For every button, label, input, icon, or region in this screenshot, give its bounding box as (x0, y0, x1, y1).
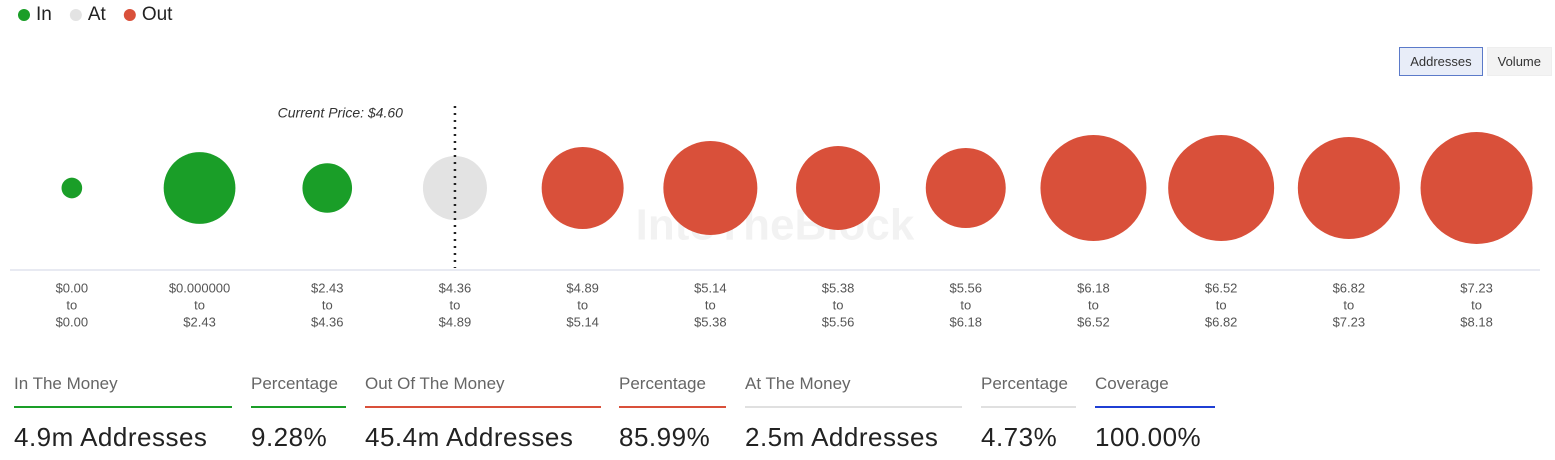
bubble (1420, 132, 1533, 244)
bubble (163, 152, 236, 224)
summary-item: Percentage 9.28% (251, 374, 346, 453)
toggle-button[interactable]: Volume (1486, 47, 1552, 76)
summary-underline (1095, 406, 1215, 408)
x-tick-label: $8.18 (1460, 314, 1493, 329)
toggle: Addresses Volume (1399, 47, 1552, 76)
summary-label: Coverage (1095, 374, 1169, 393)
x-tick-label: $4.36 (311, 314, 344, 329)
summary-label: Percentage (619, 374, 706, 393)
x-tick-label: $0.00 (56, 280, 89, 295)
x-tick-label: to (66, 297, 77, 312)
x-tick-label: $5.14 (694, 280, 727, 295)
x-tick-label: $4.36 (439, 280, 472, 295)
summary-underline (365, 406, 601, 408)
summary-value: 9.28% (251, 422, 328, 452)
x-tick-label: to (194, 297, 205, 312)
x-tick-label: to (322, 297, 333, 312)
x-tick-label: $6.52 (1205, 280, 1238, 295)
summary-label: Percentage (251, 374, 338, 393)
summary-underline (619, 406, 726, 408)
bubble (1297, 136, 1400, 240)
summary-underline (251, 406, 346, 408)
bubble (541, 147, 624, 229)
x-tick-label: $6.82 (1205, 314, 1238, 329)
bubble (925, 148, 1006, 228)
x-tick-label: to (705, 297, 716, 312)
x-tick-label: to (1088, 297, 1099, 312)
x-tick-label: $0.000000 (169, 280, 230, 295)
summary-item: At The Money 2.5m Addresses (745, 374, 962, 453)
summary-value: 100.00% (1095, 422, 1202, 452)
x-tick-label: to (833, 297, 844, 312)
legend-label: In (36, 4, 52, 25)
x-tick-label: $7.23 (1333, 314, 1366, 329)
summary-label: In The Money (14, 374, 118, 393)
x-tick-label: $4.89 (439, 314, 472, 329)
summary-underline (14, 406, 232, 408)
summary-value: 2.5m Addresses (745, 422, 939, 452)
summary-item: Coverage 100.00% (1095, 374, 1215, 453)
x-tick-label: $5.56 (822, 314, 855, 329)
summary-value: 85.99% (619, 422, 711, 452)
x-tick-label: $6.18 (949, 314, 982, 329)
x-tick-label: to (960, 297, 971, 312)
summary-label: Percentage (981, 374, 1068, 393)
legend-label: At (88, 4, 107, 25)
x-tick-label: to (1471, 297, 1482, 312)
x-tick-label: $4.89 (566, 280, 599, 295)
x-tick-label: $6.18 (1077, 280, 1110, 295)
x-tick-label: $6.52 (1077, 314, 1110, 329)
summary-label: At The Money (745, 374, 851, 393)
bubble (302, 163, 353, 213)
summary-underline (981, 406, 1076, 408)
summary-underline (745, 406, 962, 408)
x-tick-label: $2.43 (183, 314, 216, 329)
x-tick-label: $5.38 (694, 314, 727, 329)
summary-value: 4.9m Addresses (14, 422, 208, 452)
toggle-button[interactable]: Addresses (1399, 47, 1483, 76)
x-tick-label: to (577, 297, 588, 312)
x-tick-label: $5.14 (566, 314, 599, 329)
bubble (422, 155, 487, 221)
x-tick-label: to (1343, 297, 1354, 312)
bubble (61, 177, 83, 199)
x-tick-label: $5.56 (949, 280, 982, 295)
summary-value: 45.4m Addresses (365, 422, 574, 452)
x-tick-label: $2.43 (311, 280, 344, 295)
summary-item: Percentage 85.99% (619, 374, 726, 453)
x-tick-label: $5.38 (822, 280, 855, 295)
annotation: Current Price: $4.60 (278, 105, 403, 121)
legend-marker (18, 9, 30, 21)
legend-marker (69, 9, 82, 21)
bubble (796, 146, 881, 230)
summary-value: 4.73% (981, 422, 1058, 452)
legend-label: Out (142, 4, 173, 25)
legend-marker (123, 9, 136, 21)
bubble (1168, 135, 1275, 241)
x-tick-label: $7.23 (1460, 280, 1493, 295)
x-tick-label: to (450, 297, 461, 312)
bubble (1040, 135, 1147, 241)
summary-item: Percentage 4.73% (981, 374, 1076, 453)
bubble (663, 140, 758, 236)
x-tick-label: $6.82 (1333, 280, 1366, 295)
summary-item: In The Money 4.9m Addresses (14, 374, 232, 453)
x-tick-label: $0.00 (56, 314, 89, 329)
x-tick-label: to (1216, 297, 1227, 312)
summary-label: Out Of The Money (365, 374, 505, 393)
summary-item: Out Of The Money 45.4m Addresses (365, 374, 601, 453)
